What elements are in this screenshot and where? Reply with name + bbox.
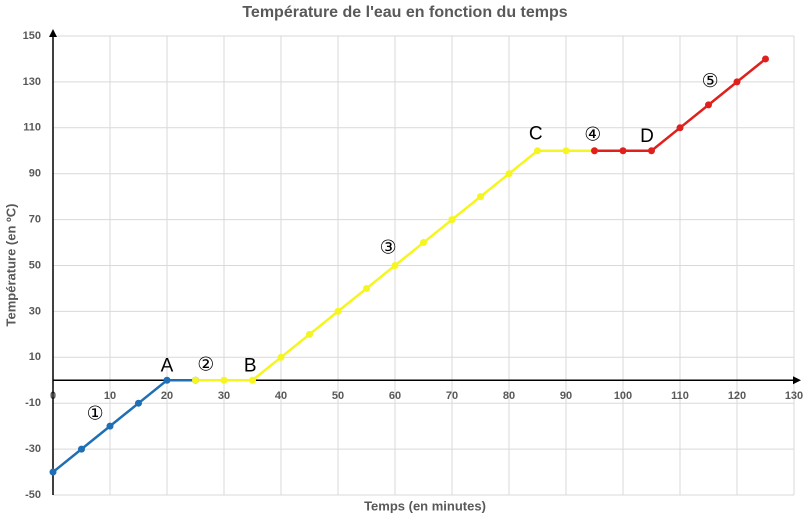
series-line: [52, 379, 196, 474]
x-tick-label: 70: [446, 390, 458, 402]
data-point: [78, 445, 85, 453]
annotation: A: [161, 355, 174, 376]
y-tick-label: 90: [29, 168, 41, 180]
data-point: [220, 376, 228, 384]
data-point: [591, 147, 598, 155]
annotation: ⑤: [702, 71, 719, 92]
data-point: [135, 399, 142, 407]
data-point: [648, 147, 655, 155]
x-tick-label: 130: [785, 390, 803, 402]
x-axis-arrow: [793, 376, 801, 385]
data-point: [334, 307, 342, 315]
x-tick-label: 90: [560, 390, 572, 402]
annotation: D: [640, 126, 654, 147]
data-point: [619, 147, 627, 155]
data-point: [363, 284, 370, 292]
data-point: [733, 78, 741, 86]
data-point: [505, 170, 513, 178]
y-tick-label: 70: [29, 214, 41, 226]
x-tick-label: 10: [104, 390, 116, 402]
data-point: [391, 262, 399, 269]
data-point: [477, 193, 484, 201]
x-axis-title: Temps (en minutes): [364, 498, 486, 513]
x-tick-label: 110: [671, 390, 689, 402]
x-tick-label: 40: [275, 390, 287, 402]
data-point: [106, 422, 114, 430]
annotation: ③: [380, 237, 397, 258]
y-tick-label: -30: [25, 443, 41, 455]
x-tick-label: 30: [218, 390, 230, 402]
y-axis-arrow: [49, 29, 57, 37]
annotation: ④: [584, 124, 601, 145]
x-tick-label: 120: [728, 390, 746, 402]
data-point: [534, 147, 541, 155]
y-tick-label: -50: [25, 489, 41, 501]
x-tick-label: 20: [161, 390, 173, 402]
annotation: B: [244, 355, 257, 376]
y-tick-label: 30: [29, 305, 41, 317]
chart-title: Température de l'eau en fonction du temp…: [242, 4, 567, 21]
data-point: [249, 376, 256, 384]
data-point: [562, 147, 570, 155]
annotation: ②: [197, 354, 214, 375]
y-tick-label: 110: [23, 122, 41, 134]
data-point: [705, 101, 712, 109]
x-tick-label: 100: [614, 390, 632, 402]
data-point: [192, 376, 199, 384]
data-point: [49, 468, 57, 476]
y-tick-label: 130: [23, 76, 41, 88]
data-point: [762, 55, 769, 63]
annotation: C: [529, 124, 543, 145]
x-tick-label: 80: [503, 390, 515, 402]
data-point: [277, 353, 285, 361]
data-point: [448, 216, 456, 224]
y-tick-label: 50: [29, 259, 41, 271]
annotation: ①: [87, 404, 104, 425]
y-tick-label: 10: [29, 351, 41, 363]
y-tick-label: 150: [23, 30, 41, 42]
data-point: [676, 124, 684, 132]
x-tick-label: 50: [332, 390, 344, 402]
y-axis-title: Température (en ºC): [3, 204, 18, 327]
y-tick-label: -10: [25, 397, 41, 409]
data-point: [163, 376, 171, 384]
data-point: [420, 239, 427, 247]
data-point: [306, 330, 313, 338]
x-tick-label: 60: [389, 390, 401, 402]
